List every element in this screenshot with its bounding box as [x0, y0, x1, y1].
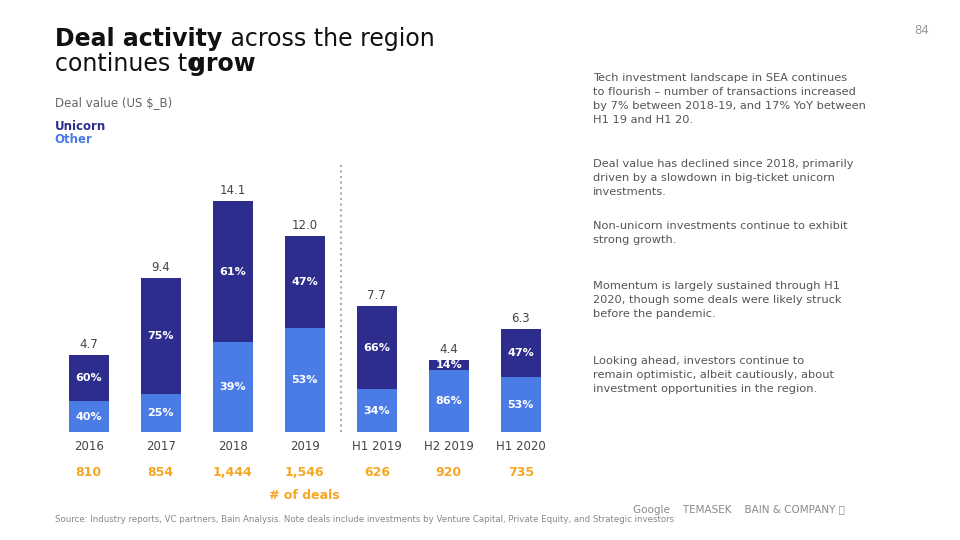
- Text: Tech investment landscape in SEA continues
to flourish – number of transactions : Tech investment landscape in SEA continu…: [593, 73, 866, 125]
- Bar: [213, 201, 252, 342]
- Bar: [357, 306, 396, 389]
- Text: 84: 84: [915, 24, 929, 37]
- Text: 9.4: 9.4: [152, 261, 170, 274]
- Text: Momentum is largely sustained through H1
2020, though some deals were likely str: Momentum is largely sustained through H1…: [593, 281, 842, 319]
- Bar: [357, 389, 396, 432]
- Text: 39%: 39%: [220, 382, 246, 392]
- Text: # of deals: # of deals: [270, 489, 340, 502]
- Text: across the region: across the region: [223, 27, 435, 51]
- Text: Unicorn: Unicorn: [55, 120, 106, 133]
- Text: Looking ahead, investors continue to
remain optimistic, albeit cautiously, about: Looking ahead, investors continue to rem…: [593, 356, 834, 394]
- Text: 735: 735: [508, 466, 534, 479]
- Bar: [285, 328, 324, 432]
- Text: 40%: 40%: [76, 411, 102, 422]
- Text: 53%: 53%: [292, 375, 318, 385]
- Text: 66%: 66%: [364, 342, 390, 353]
- Text: 47%: 47%: [292, 277, 318, 287]
- Text: 60%: 60%: [76, 373, 102, 383]
- Text: 61%: 61%: [220, 267, 246, 276]
- Text: Other: Other: [55, 133, 92, 146]
- Bar: [501, 329, 540, 377]
- Bar: [285, 235, 324, 328]
- Text: 626: 626: [364, 466, 390, 479]
- Bar: [141, 394, 180, 432]
- Text: 53%: 53%: [508, 400, 534, 410]
- Text: 14%: 14%: [436, 360, 462, 370]
- Bar: [213, 342, 252, 432]
- Bar: [501, 377, 540, 432]
- Text: 47%: 47%: [508, 348, 534, 358]
- Text: 14.1: 14.1: [220, 184, 246, 197]
- Text: Non-unicorn investments continue to exhibit
strong growth.: Non-unicorn investments continue to exhi…: [593, 221, 848, 245]
- Text: Deal value (US $_B): Deal value (US $_B): [55, 96, 172, 109]
- Text: Google    TEMASEK    BAIN & COMPANY ⓒ: Google TEMASEK BAIN & COMPANY ⓒ: [634, 505, 845, 515]
- Text: Deal value has declined since 2018, primarily
driven by a slowdown in big-ticket: Deal value has declined since 2018, prim…: [593, 159, 853, 197]
- Text: 1,444: 1,444: [213, 466, 252, 479]
- Text: Deal activity: Deal activity: [55, 27, 222, 51]
- Text: 920: 920: [436, 466, 462, 479]
- Bar: [141, 278, 180, 394]
- Text: 7.7: 7.7: [368, 289, 386, 302]
- Text: grow: grow: [189, 52, 255, 76]
- Bar: [69, 401, 108, 432]
- Text: 12.0: 12.0: [292, 219, 318, 232]
- Text: continues to: continues to: [55, 52, 208, 76]
- Text: 25%: 25%: [148, 408, 174, 418]
- Text: 810: 810: [76, 466, 102, 479]
- Text: 1,546: 1,546: [285, 466, 324, 479]
- Text: 75%: 75%: [148, 331, 174, 341]
- Text: Source: Industry reports, VC partners, Bain Analysis. Note deals include investm: Source: Industry reports, VC partners, B…: [55, 515, 674, 524]
- Bar: [429, 360, 468, 370]
- Text: 4.4: 4.4: [440, 343, 458, 356]
- Text: 34%: 34%: [364, 406, 390, 416]
- Bar: [429, 370, 468, 432]
- Text: 4.7: 4.7: [80, 338, 98, 351]
- Text: 86%: 86%: [436, 396, 462, 406]
- Bar: [69, 355, 108, 401]
- Text: 854: 854: [148, 466, 174, 479]
- Text: 6.3: 6.3: [512, 312, 530, 325]
